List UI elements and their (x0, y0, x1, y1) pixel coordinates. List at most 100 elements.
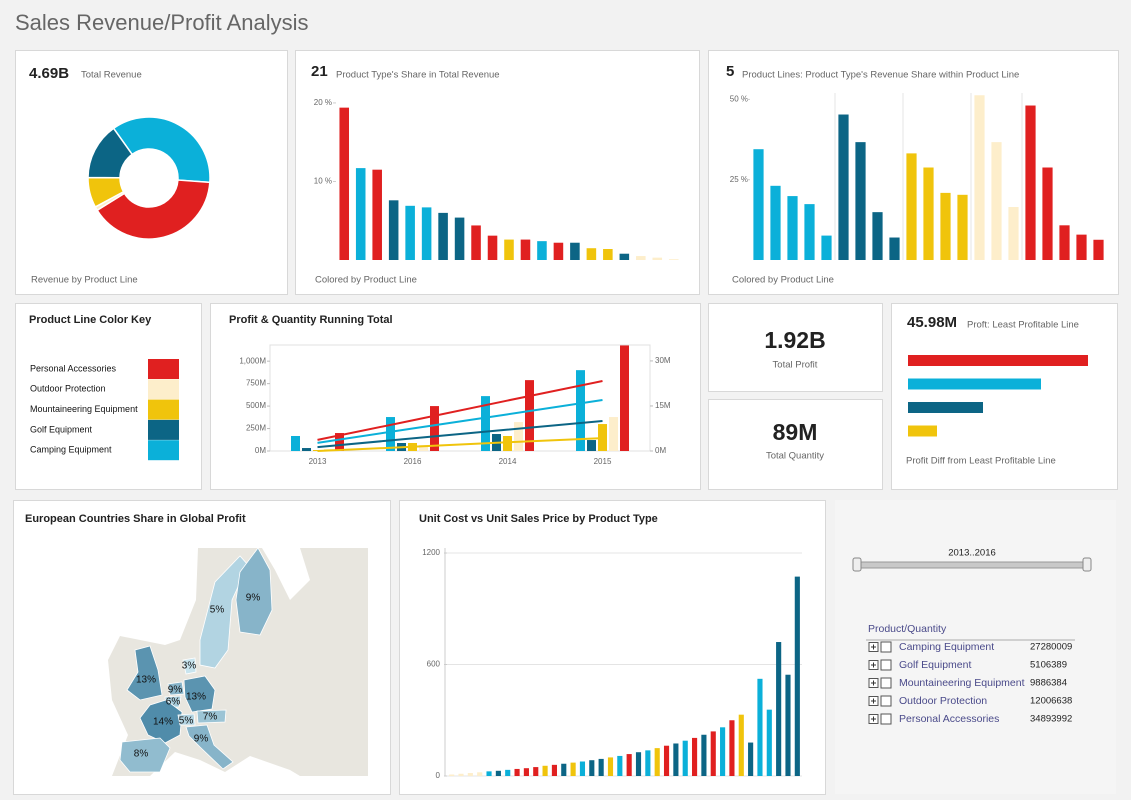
bar (504, 239, 514, 260)
slider-handle[interactable] (1082, 557, 1092, 572)
bar (421, 207, 432, 260)
bar (487, 235, 498, 260)
kpi-value: 45.98M (907, 314, 957, 331)
x-tick-label: 2014 (499, 457, 517, 466)
map-region (196, 709, 227, 724)
checkbox[interactable] (880, 641, 892, 653)
plot-frame (269, 344, 651, 452)
bar (467, 773, 473, 776)
bar (889, 237, 900, 260)
bar (908, 402, 983, 413)
bar (821, 235, 832, 260)
tree-label: Camping Equipment (899, 641, 994, 653)
map-region (199, 555, 249, 669)
bar (729, 720, 735, 776)
bar (636, 256, 646, 260)
bar (908, 378, 1041, 390)
bar (701, 734, 707, 776)
y-tick-label: 10 % (314, 177, 332, 186)
bar (974, 95, 985, 260)
region-label: 9% (194, 734, 209, 745)
region-label: 14% (153, 717, 173, 728)
kpi-label: Product Type's Share in Total Revenue (336, 70, 500, 81)
legend-label: Mountaineering Equipment (30, 404, 138, 414)
trend-line (317, 437, 603, 452)
donut-slice (112, 116, 211, 184)
map-region (185, 724, 234, 770)
bar (598, 758, 604, 776)
y-tick-label: 25 % (730, 175, 748, 184)
y2-tick-label: 15M (655, 401, 671, 410)
checkbox[interactable] (880, 695, 892, 707)
kpi-value: 21 (311, 63, 328, 80)
y2-tick-label: 0M (655, 446, 666, 455)
panel-title: European Countries Share in Global Profi… (25, 513, 246, 525)
tree-value: 9886384 (1030, 678, 1067, 689)
bar (635, 752, 642, 776)
panel (210, 303, 701, 490)
map-sea (150, 752, 300, 776)
kpi-value: 89M (773, 419, 818, 445)
bar (430, 406, 439, 451)
panel-footer: Colored by Product Line (732, 275, 834, 286)
tree-value: 5106389 (1030, 660, 1067, 671)
bar (335, 433, 344, 451)
bar (710, 731, 716, 776)
bar (495, 770, 501, 776)
region-label: 5% (210, 605, 225, 616)
trend-line (317, 380, 603, 441)
panel (399, 500, 826, 795)
legend-label: Camping Equipment (30, 445, 112, 455)
bar (449, 774, 455, 776)
bar (855, 142, 866, 260)
bar (339, 107, 350, 260)
bar (570, 242, 580, 260)
checkbox[interactable] (880, 677, 892, 689)
bar (454, 217, 465, 260)
bar (438, 212, 448, 260)
bar (481, 396, 490, 451)
bar (682, 740, 688, 776)
panel-footer: Profit Diff from Least Profitable Line (906, 456, 1056, 467)
y-tick-label: 1,000M (239, 356, 266, 365)
panel-title: Unit Cost vs Unit Sales Price by Product… (419, 513, 658, 525)
bar (477, 772, 483, 776)
bar (537, 241, 547, 260)
kpi-value: 4.69B (29, 65, 69, 82)
map-region (119, 737, 171, 773)
bar (908, 425, 937, 437)
x-tick-label: 2015 (594, 457, 612, 466)
bar (533, 767, 539, 776)
bar (576, 370, 585, 451)
map-region (126, 645, 163, 701)
panel (708, 303, 883, 392)
panel (15, 50, 288, 295)
tree-value: 27280009 (1030, 642, 1072, 653)
bar (1042, 167, 1053, 260)
bar (1076, 234, 1087, 260)
panel (891, 303, 1118, 490)
bar (940, 192, 951, 260)
bar (906, 153, 917, 260)
donut-slice (96, 179, 211, 240)
checkbox[interactable] (880, 713, 892, 725)
expand-plus (871, 662, 876, 668)
bar (748, 742, 754, 776)
x-tick-label: 2016 (404, 457, 422, 466)
bar (908, 355, 1088, 366)
bar (525, 380, 534, 451)
map-region (182, 657, 197, 675)
y-tick-label: 600 (427, 660, 441, 669)
y-tick-label: 250M (246, 424, 266, 433)
kpi-label: Total Quantity (766, 451, 824, 462)
map-region (167, 681, 185, 696)
expand-plus (871, 698, 876, 704)
slider-handle[interactable] (852, 557, 862, 572)
kpi-value: 5 (726, 63, 734, 80)
map-sea (28, 548, 198, 776)
kpi-label: Total Profit (773, 360, 818, 371)
checkbox[interactable] (880, 659, 892, 671)
bar (787, 196, 798, 260)
y-tick-label: 1200 (422, 548, 440, 557)
bar (553, 242, 564, 260)
